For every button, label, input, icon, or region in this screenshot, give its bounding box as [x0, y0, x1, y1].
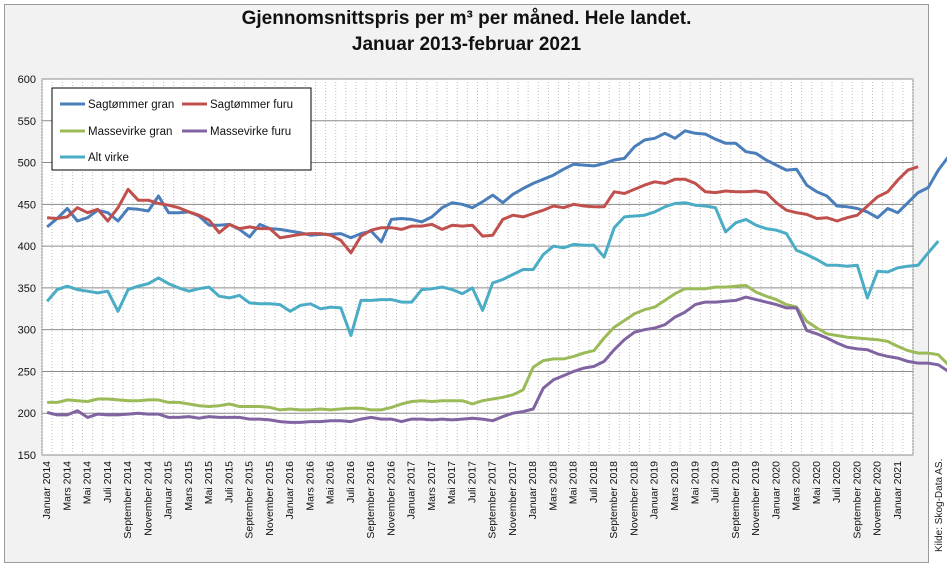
y-tick-label: 200: [18, 408, 36, 420]
y-tick-label: 400: [18, 241, 36, 253]
x-tick-label: Januar 2020: [770, 461, 782, 520]
x-tick-label: November 2014: [142, 461, 154, 536]
x-tick-label: September 2018: [608, 461, 620, 539]
y-tick-label: 550: [18, 116, 36, 128]
legend-box: [51, 87, 312, 171]
y-tick-label: 300: [18, 325, 36, 337]
legend-label: Massevirke gran: [88, 126, 172, 138]
x-tick-label: September 2014: [122, 461, 134, 539]
x-tick-label: Mai 2016: [325, 461, 337, 504]
series-line: [45, 201, 940, 337]
x-tick-label: Mars 2018: [547, 461, 559, 511]
x-tick-label: Juli 2014: [102, 461, 114, 503]
x-tick-label: Mars 2014: [61, 461, 73, 511]
x-tick-label: September 2017: [487, 461, 499, 539]
series-line: [46, 295, 947, 424]
chart-title: Gjennomsnittspris per m³ per måned. Hele…: [0, 6, 933, 58]
x-tick-label: Mai 2019: [689, 461, 701, 504]
x-tick-label: November 2015: [264, 461, 276, 536]
y-tick-label: 450: [18, 199, 36, 211]
y-tick-label: 250: [18, 366, 36, 378]
series-line: [46, 165, 919, 255]
x-tick-label: November 2016: [385, 461, 397, 536]
x-tick-label: Juli 2017: [466, 461, 478, 503]
x-tick-label: Juli 2016: [345, 461, 357, 503]
legend-label: Sagtømmer gran: [88, 99, 174, 111]
x-tick-label: Juli 2018: [588, 461, 600, 503]
x-tick-label: Mai 2015: [203, 461, 215, 504]
x-tick-label: Juli 2019: [710, 461, 722, 503]
x-tick-label: Januar 2015: [163, 461, 175, 520]
x-tick-label: Mai 2017: [446, 461, 458, 504]
x-tick-label: November 2020: [872, 461, 884, 536]
series-line: [47, 283, 947, 412]
x-tick-label: September 2019: [730, 461, 742, 539]
legend-label: Alt virke: [88, 152, 129, 164]
x-tick-label: Mai 2014: [82, 461, 94, 504]
source-note: Kilde: Skog-Data AS.: [934, 458, 945, 552]
y-tick-label: 150: [18, 450, 36, 462]
x-tick-label: Mai 2018: [568, 461, 580, 504]
chart-title-line-1: Gjennomsnittspris per m³ per måned. Hele…: [241, 8, 692, 29]
x-tick-label: September 2020: [851, 461, 863, 539]
x-tick-label: November 2018: [628, 461, 640, 536]
x-tick-label: November 2017: [507, 461, 519, 536]
x-tick-label: Mars 2016: [304, 461, 316, 511]
x-tick-label: Mars 2015: [183, 461, 195, 511]
x-tick-label: Mars 2020: [791, 461, 803, 511]
x-tick-label: Mars 2017: [426, 461, 438, 511]
x-tick-label: September 2016: [365, 461, 377, 539]
x-tick-label: Januar 2021: [892, 461, 904, 520]
chart-title-line-2: Januar 2013-februar 2021: [351, 34, 582, 55]
legend-label: Massevirke furu: [210, 126, 291, 138]
x-tick-label: September 2015: [244, 461, 256, 539]
legend-label: Sagtømmer furu: [210, 99, 293, 111]
x-tick-label: Januar 2018: [527, 461, 539, 520]
x-tick-label: Januar 2019: [649, 461, 661, 520]
x-tick-label: Juli 2020: [831, 461, 843, 503]
x-tick-label: Januar 2016: [284, 461, 296, 520]
y-tick-label: 350: [18, 283, 36, 295]
x-tick-label: Januar 2014: [41, 461, 53, 520]
x-tick-label: Januar 2017: [406, 461, 418, 520]
x-tick-label: Mai 2020: [811, 461, 823, 504]
y-tick-label: 600: [18, 74, 36, 86]
y-tick-label: 500: [18, 158, 36, 170]
x-tick-label: Juli 2015: [223, 461, 235, 503]
x-tick-label: November 2019: [750, 461, 762, 536]
x-tick-label: Mars 2019: [669, 461, 681, 511]
